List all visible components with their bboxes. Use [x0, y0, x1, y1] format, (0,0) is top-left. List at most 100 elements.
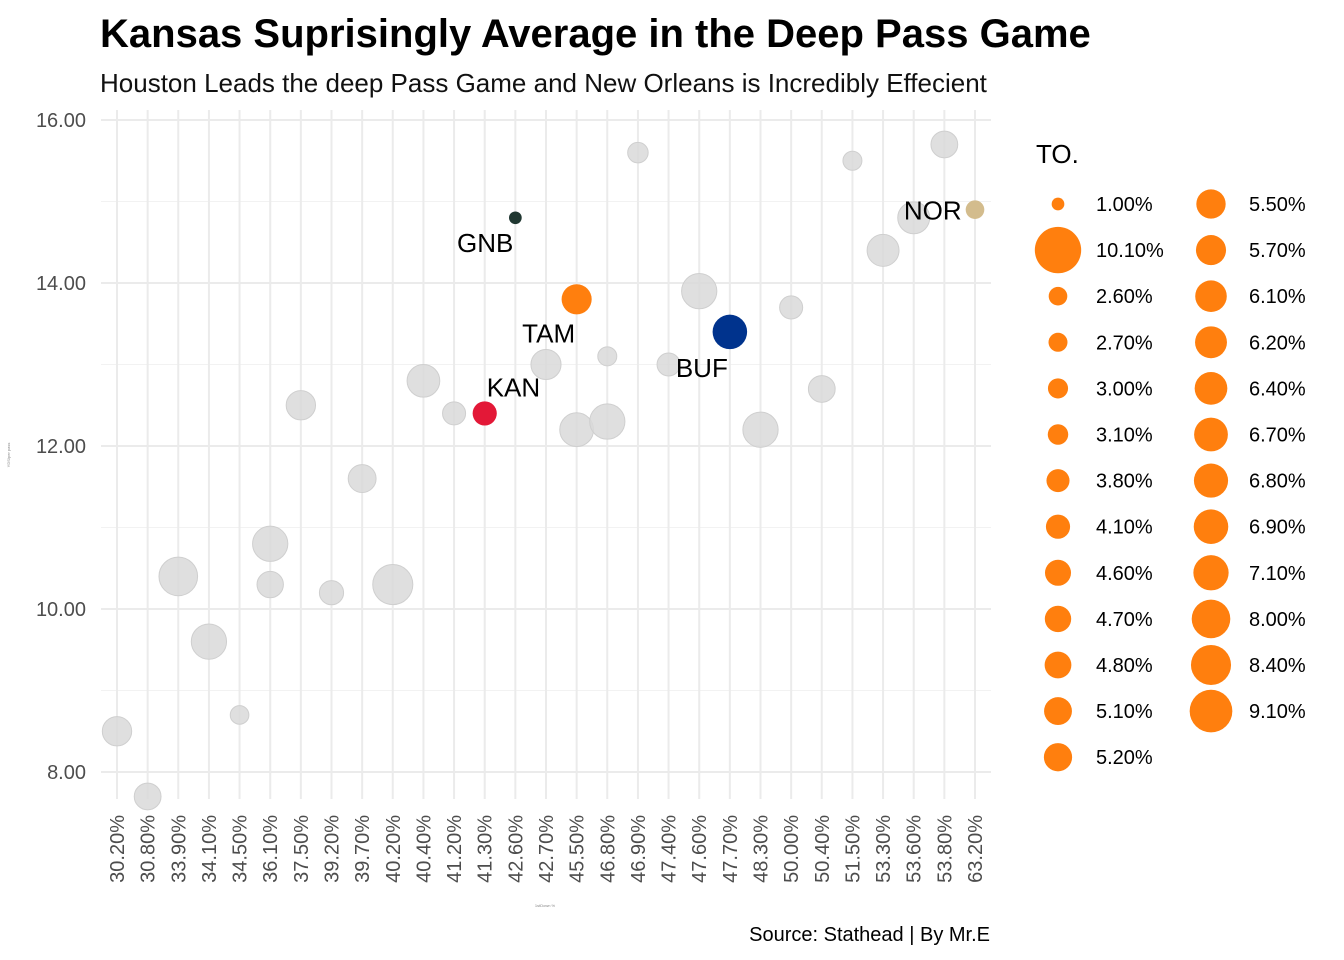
data-point	[285, 390, 317, 421]
legend-label: 4.70%	[1096, 609, 1153, 631]
x-tick-label: 53.60%	[904, 815, 926, 883]
legend-swatch	[1051, 197, 1065, 211]
legend-swatch	[1195, 235, 1227, 266]
legend-label: 9.10%	[1249, 701, 1306, 723]
legend-label: 6.90%	[1249, 517, 1306, 539]
legend-swatch	[1048, 286, 1068, 306]
x-tick-label: 46.90%	[628, 815, 650, 883]
x-tick-label: 41.20%	[444, 815, 466, 883]
point-label: BUF	[676, 353, 728, 383]
legend-swatch	[1043, 743, 1073, 772]
data-point	[561, 284, 592, 315]
x-tick-label: 42.60%	[505, 815, 527, 883]
x-tick-label: 37.50%	[291, 815, 313, 883]
data-point	[897, 201, 931, 235]
data-point	[530, 348, 562, 381]
legend-title: TO.	[1036, 139, 1079, 169]
legend-label: 2.70%	[1096, 332, 1153, 354]
legend-label: 10.10%	[1096, 240, 1164, 262]
legend-label: 6.10%	[1249, 286, 1306, 308]
data-point	[842, 150, 863, 171]
x-tick-label: 34.10%	[199, 815, 221, 883]
legend-label: 5.50%	[1249, 194, 1306, 216]
x-tick-label: 53.30%	[873, 815, 895, 883]
x-tick-label: 30.20%	[107, 815, 129, 883]
y-tick-label: 10.00	[36, 599, 86, 621]
data-point	[318, 580, 345, 606]
x-tick-label: 47.70%	[720, 815, 742, 883]
legend-label: 4.60%	[1096, 563, 1153, 585]
legend-swatch	[1044, 697, 1072, 726]
data-point	[589, 403, 626, 440]
legend-label: 5.20%	[1096, 747, 1153, 769]
legend-label: 6.40%	[1249, 378, 1306, 400]
legend-swatch	[1047, 424, 1069, 445]
data-point	[158, 556, 199, 597]
y-tick-label: 12.00	[36, 436, 86, 458]
legend-swatch	[1193, 555, 1229, 591]
legend-label: 3.10%	[1096, 425, 1153, 447]
legend-label: 6.20%	[1249, 332, 1306, 354]
y-tick-label: 8.00	[47, 762, 86, 784]
point-label: TAM	[522, 318, 575, 348]
x-tick-label: 50.00%	[781, 815, 803, 883]
data-point	[252, 525, 289, 562]
legend-label: 6.70%	[1249, 425, 1306, 447]
x-axis-label: 1stDown %	[535, 903, 556, 908]
data-point	[101, 716, 133, 747]
data-point	[930, 130, 959, 159]
x-tick-label: 48.30%	[751, 815, 773, 883]
chart-subtitle: Houston Leads the deep Pass Game and New…	[100, 68, 988, 98]
point-label: GNB	[457, 228, 513, 258]
data-point	[347, 464, 377, 494]
legend-label: 4.80%	[1096, 655, 1153, 677]
data-point	[509, 211, 522, 225]
x-tick-label: 39.20%	[322, 815, 344, 883]
legend-swatch	[1195, 326, 1227, 359]
legend-swatch	[1047, 378, 1069, 399]
data-point	[742, 411, 779, 448]
point-label: KAN	[487, 372, 540, 402]
legend-swatch	[1044, 605, 1072, 633]
legend-label: 3.00%	[1096, 378, 1153, 400]
legend-swatch	[1044, 651, 1072, 679]
legend-swatch	[1046, 469, 1070, 493]
x-tick-label: 47.40%	[659, 815, 681, 883]
y-tick-label: 16.00	[36, 110, 86, 132]
data-point	[965, 200, 985, 219]
data-point	[406, 363, 441, 398]
legend-label: 8.40%	[1249, 655, 1306, 677]
legend-swatch	[1191, 599, 1231, 639]
data-point	[779, 295, 804, 320]
x-tick-label: 41.30%	[475, 815, 497, 883]
data-point	[656, 352, 681, 377]
legend-swatch	[1189, 689, 1233, 733]
x-tick-label: 33.90%	[168, 815, 190, 883]
x-tick-label: 30.80%	[138, 815, 160, 883]
legend-swatch	[1196, 189, 1226, 219]
legend-label: 7.10%	[1249, 563, 1306, 585]
legend-label: 2.60%	[1096, 286, 1153, 308]
chart-title: Kansas Suprisingly Average in the Deep P…	[100, 12, 1091, 56]
x-tick-label: 51.50%	[842, 815, 864, 883]
data-point	[807, 375, 836, 403]
legend-swatch	[1193, 463, 1229, 498]
legend-swatch	[1034, 226, 1082, 274]
data-point	[712, 314, 748, 350]
point-label: NOR	[904, 196, 962, 226]
legend-label: 5.70%	[1249, 240, 1306, 262]
legend-swatch	[1045, 514, 1071, 539]
x-tick-label: 40.40%	[413, 815, 435, 883]
legend-swatch	[1195, 280, 1227, 312]
legend-label: 4.10%	[1096, 517, 1153, 539]
data-point	[190, 623, 228, 660]
legend-swatch	[1194, 417, 1228, 452]
data-point	[597, 346, 618, 367]
legend-label: 8.00%	[1249, 609, 1306, 631]
data-point	[133, 782, 162, 811]
x-tick-label: 45.50%	[567, 815, 589, 883]
x-tick-label: 63.20%	[965, 815, 987, 883]
data-point	[472, 401, 497, 426]
legend-label: 1.00%	[1096, 194, 1153, 216]
